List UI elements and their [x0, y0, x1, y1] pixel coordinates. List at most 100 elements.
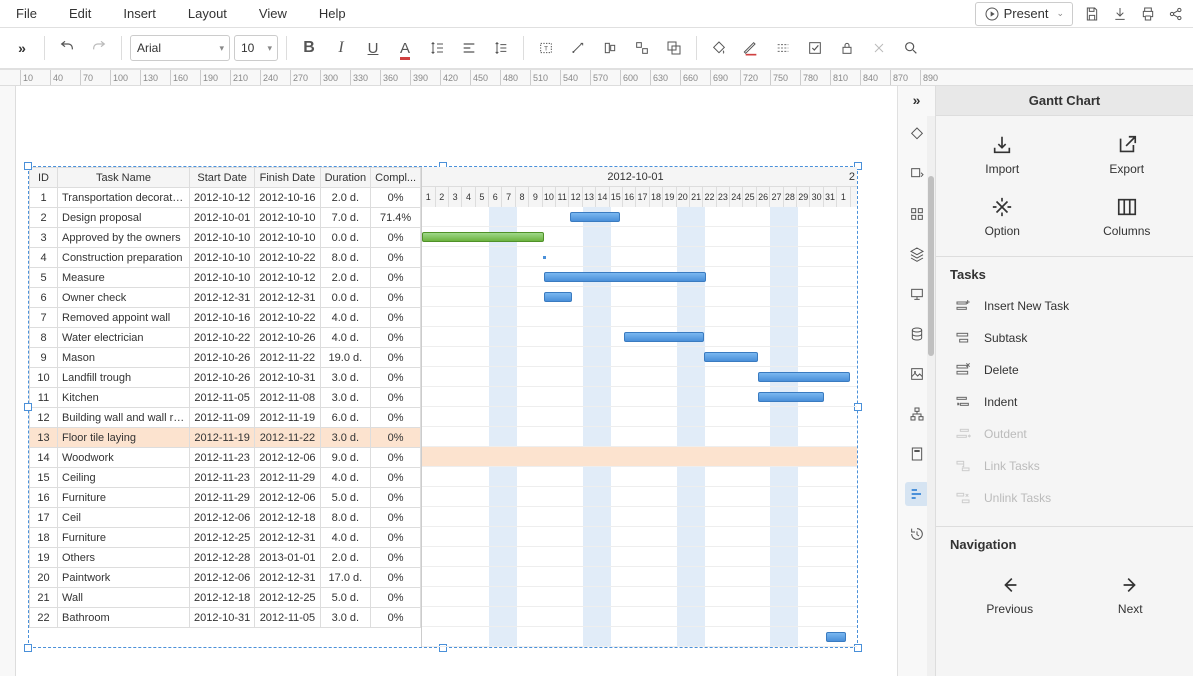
next-button[interactable]: Next — [1118, 574, 1143, 616]
table-row[interactable]: 10Landfill trough2012-10-262012-10-313.0… — [30, 368, 421, 388]
timeline-row[interactable] — [422, 427, 857, 447]
resize-handle[interactable] — [24, 644, 32, 652]
gantt-bar[interactable] — [624, 332, 704, 342]
timeline-row[interactable] — [422, 527, 857, 547]
undo-button[interactable] — [53, 34, 81, 62]
font-color-button[interactable]: A — [391, 34, 419, 62]
table-row[interactable]: 12Building wall and wall repair2012-11-0… — [30, 408, 421, 428]
bold-button[interactable]: B — [295, 34, 323, 62]
task-action-indent[interactable]: Indent — [944, 386, 1185, 418]
gantt-timeline[interactable]: 2012-10-012 1234567891011121314151617181… — [422, 167, 857, 647]
line-color-button[interactable] — [737, 34, 765, 62]
present-button[interactable]: Present ⌄ — [975, 2, 1073, 26]
shape-tool-icon[interactable] — [905, 162, 929, 186]
timeline-row[interactable] — [422, 507, 857, 527]
history-tool-icon[interactable] — [905, 522, 929, 546]
grid-tool-icon[interactable] — [905, 202, 929, 226]
page-tool-icon[interactable] — [905, 442, 929, 466]
table-row[interactable]: 13Floor tile laying2012-11-192012-11-223… — [30, 428, 421, 448]
distribute-button[interactable] — [628, 34, 656, 62]
align-objects-button[interactable] — [596, 34, 624, 62]
import-button[interactable]: Import — [944, 128, 1061, 182]
table-row[interactable]: 15Ceiling2012-11-232012-11-294.0 d.0% — [30, 468, 421, 488]
underline-button[interactable]: U — [359, 34, 387, 62]
scrollbar[interactable] — [927, 116, 935, 676]
task-action-insert[interactable]: Insert New Task — [944, 290, 1185, 322]
timeline-row[interactable] — [422, 627, 857, 647]
timeline-row[interactable] — [422, 567, 857, 587]
line-style-button[interactable] — [769, 34, 797, 62]
table-row[interactable]: 20Paintwork2012-12-062012-12-3117.0 d.0% — [30, 568, 421, 588]
table-row[interactable]: 14Woodwork2012-11-232012-12-069.0 d.0% — [30, 448, 421, 468]
table-row[interactable]: 9Mason2012-10-262012-11-2219.0 d.0% — [30, 348, 421, 368]
menu-layout[interactable]: Layout — [180, 2, 235, 25]
timeline-row[interactable] — [422, 587, 857, 607]
timeline-row[interactable] — [422, 407, 857, 427]
resize-handle[interactable] — [24, 403, 32, 411]
table-row[interactable]: 8Water electrician2012-10-222012-10-264.… — [30, 328, 421, 348]
table-row[interactable]: 21Wall2012-12-182012-12-255.0 d.0% — [30, 588, 421, 608]
print-icon[interactable] — [1139, 5, 1157, 23]
italic-button[interactable]: I — [327, 34, 355, 62]
lock-button[interactable] — [833, 34, 861, 62]
fontsize-select[interactable]: 10 — [234, 35, 278, 61]
table-row[interactable]: 6Owner check2012-12-312012-12-310.0 d.0% — [30, 288, 421, 308]
font-select[interactable]: Arial — [130, 35, 230, 61]
gantt-bar[interactable] — [544, 292, 572, 302]
fill-tool-icon[interactable] — [905, 122, 929, 146]
timeline-row[interactable] — [422, 447, 857, 467]
table-row[interactable]: 22Bathroom2012-10-312012-11-053.0 d.0% — [30, 608, 421, 628]
fill-button[interactable] — [705, 34, 733, 62]
table-row[interactable]: 2Design proposal2012-10-012012-10-107.0 … — [30, 208, 421, 228]
save-icon[interactable] — [1083, 5, 1101, 23]
menu-edit[interactable]: Edit — [61, 2, 99, 25]
align-button[interactable] — [455, 34, 483, 62]
timeline-row[interactable] — [422, 207, 857, 227]
textbox-button[interactable]: T — [532, 34, 560, 62]
gantt-bar[interactable] — [758, 372, 850, 382]
gantt-bar[interactable] — [570, 212, 620, 222]
presentation-tool-icon[interactable] — [905, 282, 929, 306]
gantt-task-grid[interactable]: IDTask NameStart DateFinish DateDuration… — [29, 167, 422, 647]
table-row[interactable]: 17Ceil2012-12-062012-12-188.0 d.0% — [30, 508, 421, 528]
menu-view[interactable]: View — [251, 2, 295, 25]
timeline-row[interactable] — [422, 367, 857, 387]
resize-handle[interactable] — [24, 162, 32, 170]
download-icon[interactable] — [1111, 5, 1129, 23]
timeline-row[interactable] — [422, 487, 857, 507]
redo-button[interactable] — [85, 34, 113, 62]
gantt-tool-icon[interactable] — [905, 482, 929, 506]
connector-button[interactable] — [564, 34, 592, 62]
table-row[interactable]: 11Kitchen2012-11-052012-11-083.0 d.0% — [30, 388, 421, 408]
layers-tool-icon[interactable] — [905, 242, 929, 266]
table-row[interactable]: 1Transportation decorate ma...2012-10-12… — [30, 188, 421, 208]
menu-help[interactable]: Help — [311, 2, 354, 25]
gantt-bar[interactable] — [544, 272, 706, 282]
gantt-bar[interactable] — [826, 632, 846, 642]
menu-file[interactable]: File — [8, 2, 45, 25]
canvas-area[interactable]: IDTask NameStart DateFinish DateDuration… — [0, 86, 897, 676]
timeline-row[interactable] — [422, 307, 857, 327]
timeline-row[interactable] — [422, 347, 857, 367]
menu-insert[interactable]: Insert — [115, 2, 164, 25]
timeline-row[interactable] — [422, 287, 857, 307]
gantt-widget[interactable]: IDTask NameStart DateFinish DateDuration… — [28, 166, 858, 648]
text-height-button[interactable] — [423, 34, 451, 62]
timeline-row[interactable] — [422, 267, 857, 287]
gantt-bar[interactable] — [704, 352, 758, 362]
table-row[interactable]: 4Construction preparation2012-10-102012-… — [30, 248, 421, 268]
line-spacing-button[interactable] — [487, 34, 515, 62]
search-button[interactable] — [897, 34, 925, 62]
data-tool-icon[interactable] — [905, 322, 929, 346]
image-tool-icon[interactable] — [905, 362, 929, 386]
table-row[interactable]: 18Furniture2012-12-252012-12-314.0 d.0% — [30, 528, 421, 548]
gantt-bar[interactable] — [422, 232, 544, 242]
timeline-row[interactable] — [422, 247, 857, 267]
previous-button[interactable]: Previous — [986, 574, 1033, 616]
timeline-row[interactable] — [422, 387, 857, 407]
expand-toolbar-icon[interactable]: » — [8, 40, 36, 56]
table-row[interactable]: 3Approved by the owners2012-10-102012-10… — [30, 228, 421, 248]
timeline-row[interactable] — [422, 607, 857, 627]
timeline-row[interactable] — [422, 467, 857, 487]
timeline-row[interactable] — [422, 327, 857, 347]
